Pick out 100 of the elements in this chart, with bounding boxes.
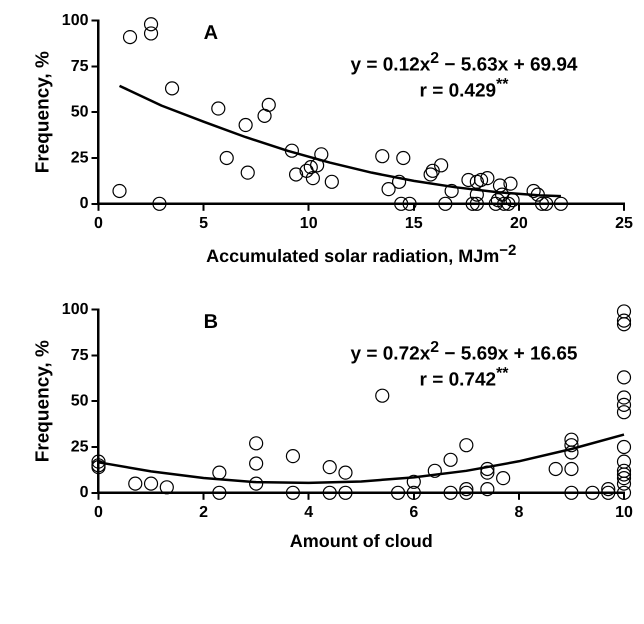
- point: [434, 158, 448, 172]
- point: [112, 184, 127, 198]
- point: [601, 486, 616, 500]
- point: [564, 462, 579, 476]
- point: [444, 184, 459, 198]
- point: [616, 454, 632, 469]
- point: [394, 196, 408, 211]
- point: [490, 193, 505, 208]
- point: [438, 196, 452, 211]
- point: [212, 486, 226, 500]
- x-tick-label: 15: [404, 214, 423, 232]
- point: [211, 101, 226, 116]
- point: [539, 196, 554, 211]
- point: [144, 476, 158, 491]
- point: [616, 440, 632, 454]
- point: [503, 176, 518, 191]
- point: [461, 172, 476, 188]
- point: [470, 188, 484, 202]
- y-tick-label: 25: [70, 149, 89, 166]
- point: [526, 184, 541, 198]
- point: [480, 462, 494, 476]
- point: [616, 398, 632, 412]
- point: [616, 317, 632, 332]
- point: [488, 196, 503, 211]
- point: [338, 486, 353, 500]
- x-tick-label: 25: [615, 214, 633, 232]
- point: [286, 449, 300, 464]
- point: [459, 438, 474, 452]
- annotation: y = 0.12x$^{2}$ − 5.63x + 69.94: [350, 50, 578, 75]
- point: [402, 196, 417, 211]
- annotation: r = 0.429$^{**}$: [418, 76, 510, 101]
- y-tick-label: 0: [80, 195, 89, 212]
- point: [122, 30, 138, 44]
- point: [91, 454, 106, 469]
- point: [616, 370, 632, 384]
- point: [497, 196, 512, 211]
- point: [564, 438, 579, 452]
- point: [601, 482, 616, 496]
- y-tick-label: 75: [70, 346, 89, 364]
- y-axis-title: Frequency, %: [32, 51, 54, 174]
- point: [160, 480, 174, 494]
- point: [392, 174, 406, 189]
- point: [470, 196, 484, 211]
- annotation: r = 0.742$^{**}$: [418, 364, 510, 390]
- y-tick-label: 50: [70, 392, 89, 410]
- point: [249, 436, 264, 450]
- point: [390, 486, 406, 500]
- point: [238, 118, 253, 132]
- x-tick-label: 10: [615, 504, 633, 521]
- point: [443, 452, 458, 467]
- point: [616, 405, 632, 420]
- point: [554, 196, 568, 211]
- y-tick-label: 50: [70, 104, 89, 121]
- x-tick-label: 4: [304, 504, 314, 521]
- point: [443, 486, 458, 500]
- point: [616, 467, 632, 482]
- y-tick-label: 100: [62, 301, 89, 318]
- annotation: y = 0.72x$^{2}$ − 5.69x + 16.65: [350, 338, 578, 364]
- point: [284, 144, 299, 158]
- point: [534, 196, 550, 211]
- point: [310, 158, 324, 172]
- point: [501, 196, 516, 211]
- point: [406, 474, 421, 489]
- point: [466, 196, 480, 211]
- point: [505, 193, 520, 208]
- point: [494, 188, 510, 202]
- point: [144, 26, 158, 41]
- point: [480, 171, 494, 186]
- y-tick-label: 25: [70, 438, 89, 456]
- point: [428, 464, 442, 478]
- annotation: B: [204, 310, 218, 333]
- point: [152, 196, 167, 211]
- point: [564, 445, 579, 460]
- x-axis-title: Amount of cloud: [288, 531, 434, 552]
- point: [406, 486, 421, 500]
- y-tick-label: 75: [70, 58, 89, 75]
- point: [381, 182, 396, 196]
- point: [164, 81, 180, 96]
- point: [212, 466, 226, 480]
- point: [144, 17, 158, 32]
- y-axis-title: Frequency, %: [32, 340, 54, 462]
- point: [480, 482, 494, 496]
- x-tick-label: 5: [199, 214, 208, 232]
- point: [322, 460, 337, 474]
- point: [257, 108, 272, 123]
- point: [220, 150, 234, 166]
- point: [564, 486, 579, 500]
- x-tick-label: 8: [514, 504, 524, 521]
- point: [496, 471, 510, 486]
- point: [288, 167, 304, 182]
- point: [548, 462, 563, 476]
- point: [249, 456, 264, 471]
- point: [240, 166, 255, 180]
- point: [314, 147, 328, 162]
- point: [480, 466, 494, 480]
- point: [375, 388, 390, 403]
- point: [426, 164, 440, 178]
- x-tick-label: 10: [300, 214, 318, 232]
- point: [249, 476, 264, 491]
- point: [585, 486, 600, 500]
